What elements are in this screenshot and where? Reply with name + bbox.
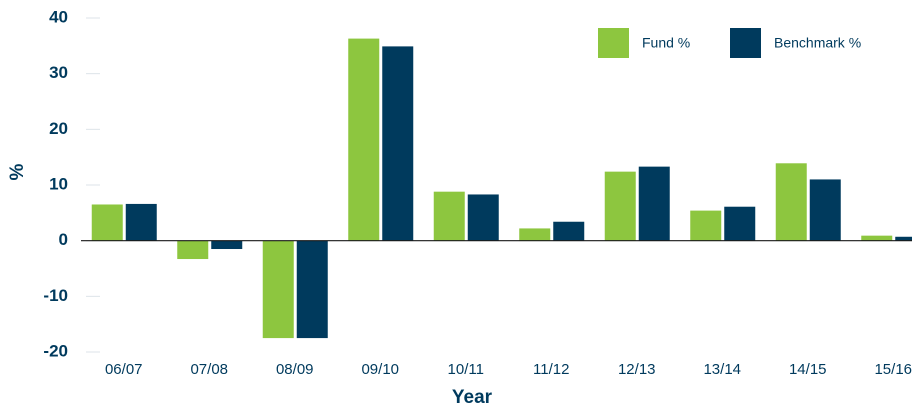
x-tick-label: 12/13 xyxy=(618,361,656,378)
x-tick-label: 14/15 xyxy=(789,361,827,378)
y-axis-label: % xyxy=(7,163,28,180)
y-tick-label: 30 xyxy=(49,63,68,82)
bar xyxy=(553,221,585,241)
x-tick-label: 07/08 xyxy=(190,361,228,378)
bar xyxy=(519,228,551,241)
bar xyxy=(125,203,157,241)
legend-label: Fund % xyxy=(642,35,690,51)
y-tick-label: 10 xyxy=(49,174,68,193)
y-tick-label: 20 xyxy=(49,119,68,138)
y-tick-label: -10 xyxy=(43,286,68,305)
y-tick-label: -20 xyxy=(43,341,68,360)
bar xyxy=(690,210,722,241)
y-tick-label: 0 xyxy=(59,230,68,249)
x-tick-label: 09/10 xyxy=(361,361,399,378)
x-axis-label: Year xyxy=(452,387,493,408)
x-tick-label: 08/09 xyxy=(276,361,314,378)
bar xyxy=(382,46,414,241)
bar xyxy=(809,179,841,241)
legend-label: Benchmark % xyxy=(774,35,861,51)
bar xyxy=(638,166,670,241)
x-tick-label: 10/11 xyxy=(448,361,484,378)
bar xyxy=(91,204,123,241)
bar xyxy=(296,240,328,339)
bar xyxy=(211,240,243,250)
bar xyxy=(724,206,756,241)
bar xyxy=(775,163,807,241)
bar xyxy=(467,194,499,241)
x-tick-label: 11/12 xyxy=(533,361,569,378)
legend-swatch xyxy=(730,28,761,58)
x-tick-label: 15/16 xyxy=(874,361,912,378)
x-tick-label: 13/14 xyxy=(703,361,741,378)
bar xyxy=(433,191,465,241)
bar xyxy=(861,235,893,241)
legend-swatch xyxy=(598,28,629,58)
y-tick-label: 40 xyxy=(49,7,68,26)
bar xyxy=(262,240,294,339)
bar xyxy=(348,38,380,241)
bar xyxy=(895,236,912,241)
bar xyxy=(604,171,636,241)
x-tick-label: 06/07 xyxy=(105,361,143,378)
bar xyxy=(177,240,209,260)
